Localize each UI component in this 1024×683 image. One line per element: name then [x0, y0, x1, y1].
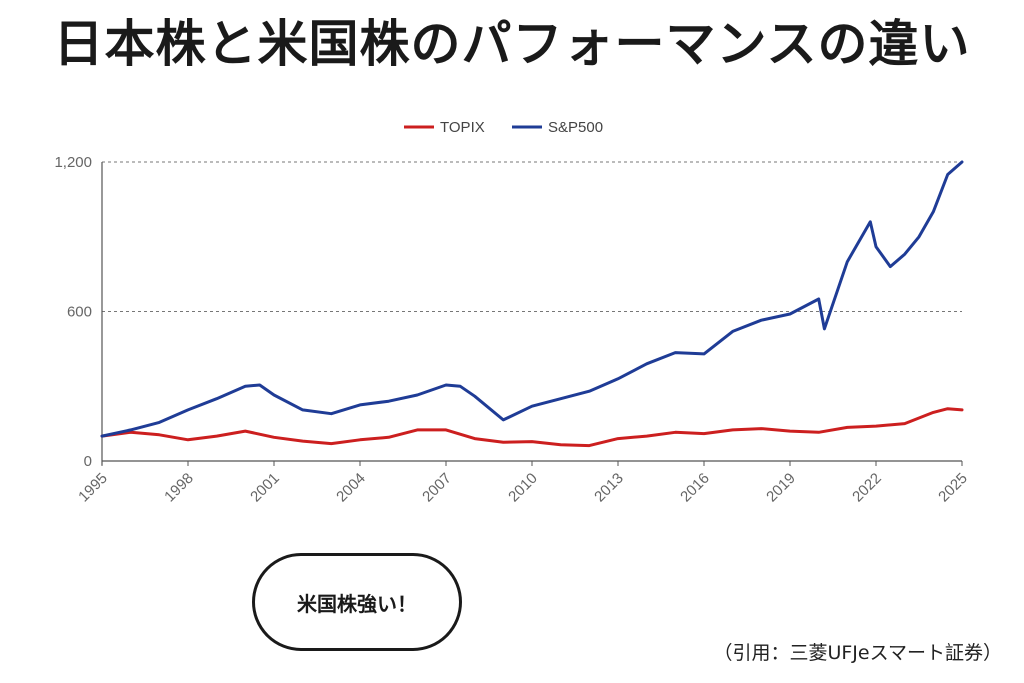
x-tick-label: 1998: [161, 470, 197, 506]
source-credit: （引用：三菱UFJeスマート証券）: [713, 642, 1002, 664]
x-tick-label: 2010: [505, 470, 541, 506]
chart-series: [100, 160, 964, 448]
x-tick-label: 2019: [763, 470, 799, 506]
x-tick-label: 2022: [849, 470, 885, 506]
x-tick-label: 2007: [419, 470, 455, 506]
chart-legend: TOPIX S&P500: [404, 119, 603, 136]
y-tick-label: 1,200: [54, 154, 92, 171]
series-line-topix: [100, 407, 964, 448]
speech-bubble-text: 米国株強い！: [297, 591, 417, 616]
series-line-sp500: [100, 160, 964, 438]
x-tick-label: 2025: [935, 470, 971, 506]
x-tick-label: 2013: [591, 470, 627, 506]
x-tick-label: 2016: [677, 470, 713, 506]
page-title: 日本株と米国株のパフォーマンスの違い: [53, 15, 971, 73]
x-tick-label: 1995: [75, 470, 111, 506]
x-axis: 1995 1998 2001 2004 2007 2010 2013 2016 2019 2022…: [75, 461, 971, 505]
speech-bubble: 米国株強い！: [252, 553, 462, 651]
chart-grid: [101, 161, 962, 465]
y-axis: 0 600 1,200: [54, 154, 92, 470]
y-tick-label: 0: [84, 453, 92, 470]
legend-label: TOPIX: [440, 119, 485, 136]
x-tick-label: 2001: [247, 470, 283, 506]
legend-label: S&P500: [548, 119, 603, 136]
x-tick-label: 2004: [333, 470, 369, 506]
y-tick-label: 600: [67, 304, 92, 321]
